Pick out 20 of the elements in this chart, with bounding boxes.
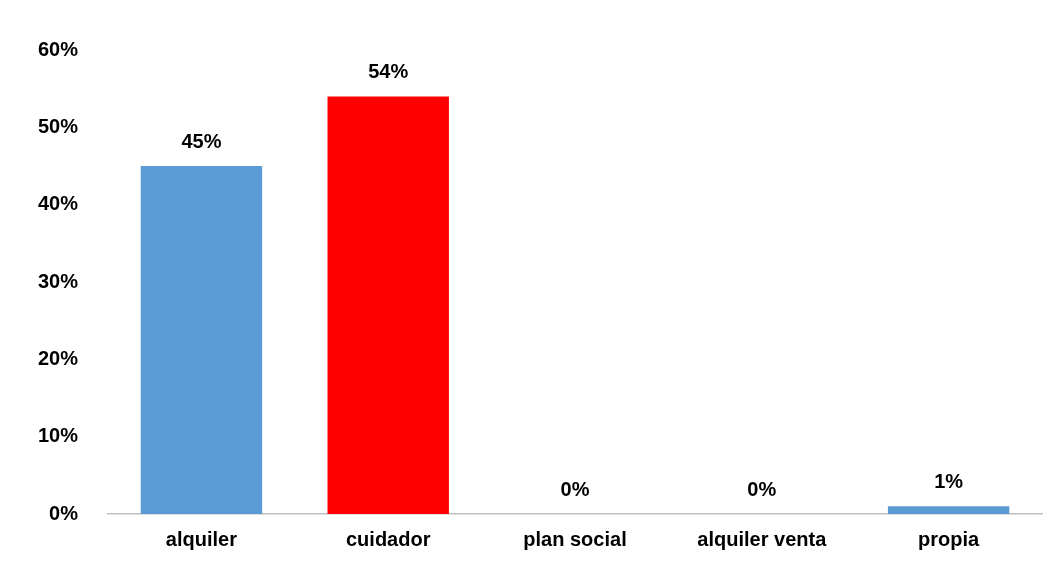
data-label: 54% [368,59,409,82]
x-tick-label: alquiler venta [697,527,828,550]
x-tick-label: cuidador [345,527,431,550]
bar [327,96,449,514]
bar [140,166,263,514]
data-label: 0% [560,477,590,500]
y-tick-label: 20% [38,346,79,369]
data-label: 1% [934,469,964,492]
data-label: 0% [747,477,777,500]
x-tick-label: plan social [523,527,627,550]
bar [887,506,1010,514]
y-tick-label: 30% [38,269,79,292]
y-tick-label: 10% [38,424,79,447]
y-tick-label: 50% [38,114,79,137]
y-tick-label: 60% [38,37,79,60]
x-tick-label: propia [918,527,981,550]
y-tick-label: 0% [49,501,79,524]
data-label: 45% [181,129,222,152]
x-tick-label: alquiler [165,527,238,550]
y-tick-label: 40% [38,192,79,215]
